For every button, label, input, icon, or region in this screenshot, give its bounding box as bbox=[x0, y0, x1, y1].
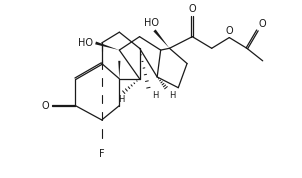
Text: O: O bbox=[259, 19, 266, 29]
Text: H: H bbox=[152, 91, 158, 100]
Text: H: H bbox=[118, 95, 125, 104]
Polygon shape bbox=[153, 29, 169, 48]
Polygon shape bbox=[95, 41, 119, 50]
Polygon shape bbox=[118, 61, 120, 79]
Text: H: H bbox=[169, 91, 176, 100]
Text: F: F bbox=[99, 149, 104, 159]
Text: O: O bbox=[41, 101, 49, 111]
Text: HO: HO bbox=[144, 19, 159, 28]
Text: HO: HO bbox=[78, 38, 93, 48]
Text: O: O bbox=[188, 4, 196, 14]
Text: O: O bbox=[226, 26, 233, 36]
